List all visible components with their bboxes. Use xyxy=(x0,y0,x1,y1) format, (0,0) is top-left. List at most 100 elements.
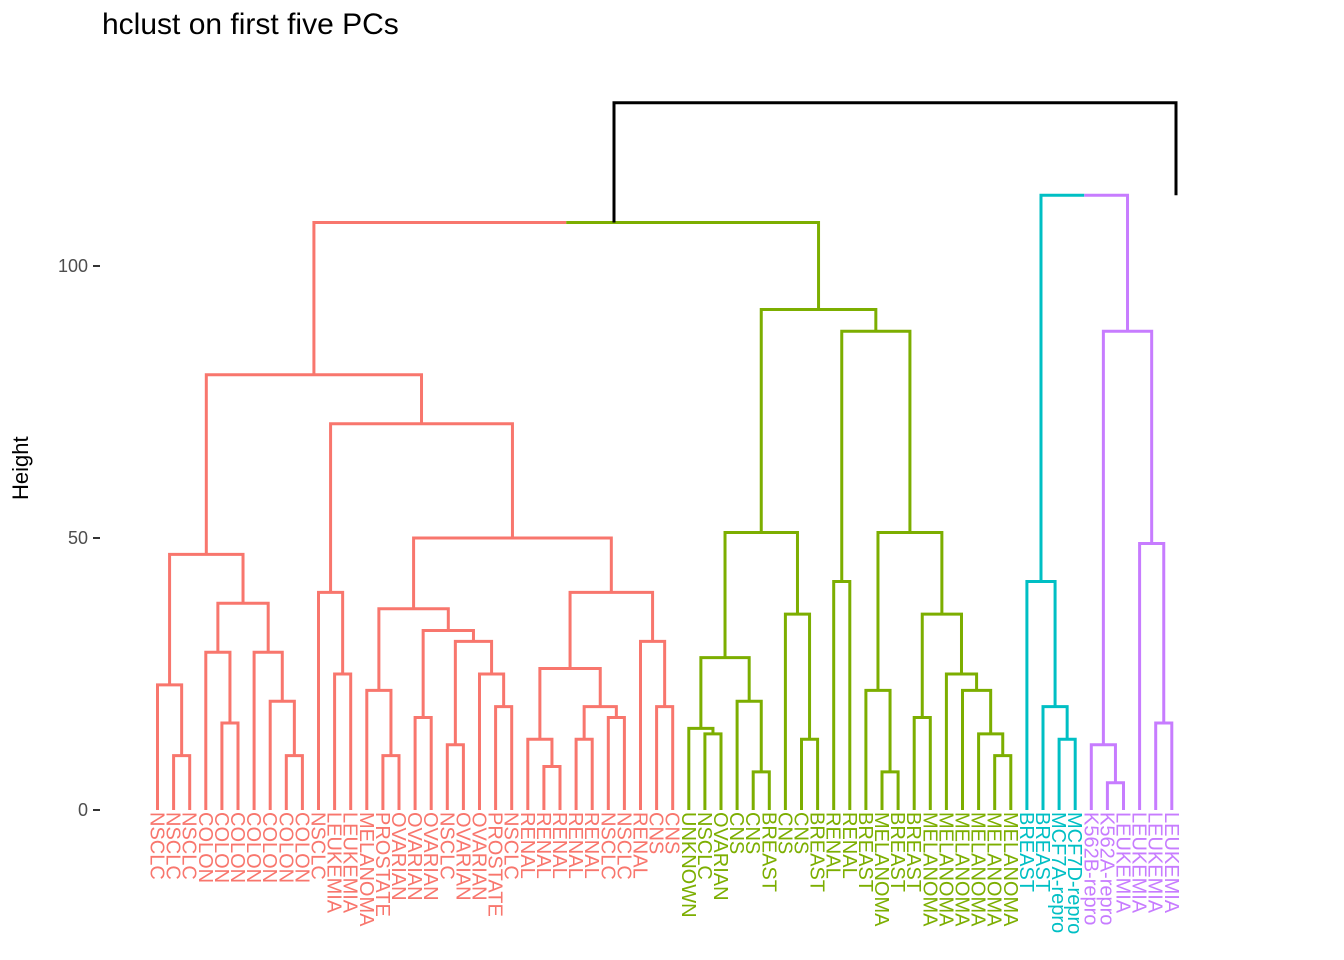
dendrogram-branch xyxy=(204,373,424,555)
y-tick-label: 100 xyxy=(58,256,88,276)
leaf-label: RENAL xyxy=(822,812,844,879)
dendrogram-branch xyxy=(494,705,514,810)
leaf-label: RENAL xyxy=(564,812,586,879)
leaf-label: COLON xyxy=(194,812,216,883)
leaf-label: BREAST xyxy=(902,812,924,892)
dendrogram-branch xyxy=(880,770,900,810)
leaf-label: PROSTATE xyxy=(371,812,393,917)
dendrogram-branch xyxy=(329,422,514,593)
leaf-label: NSCLC xyxy=(500,812,522,880)
dendrogram-branch xyxy=(606,716,626,810)
leaf-label: RENAL xyxy=(629,812,651,879)
leaf-label: OVARIAN xyxy=(468,812,490,901)
leaf-label: NSCLC xyxy=(162,812,184,880)
leaf-label: COLON xyxy=(226,812,248,883)
dendrogram-branch xyxy=(538,667,602,740)
leaf-label: MELANOMA xyxy=(870,812,892,927)
leaf-label: BREAST xyxy=(854,812,876,892)
leaf-label: RENAL xyxy=(548,812,570,879)
leaf-label: NSCLC xyxy=(612,812,634,880)
dendrogram-branch xyxy=(1039,193,1085,582)
dendrogram-branch xyxy=(977,732,1005,810)
dendrogram-branch xyxy=(1089,743,1117,810)
chart-title: hclust on first five PCs xyxy=(102,8,399,41)
dendrogram-branch xyxy=(735,699,763,810)
leaf-label: BREAST xyxy=(1031,812,1053,892)
dendrogram-branch xyxy=(156,683,184,810)
dendrogram-branch xyxy=(864,688,892,810)
dendrogram-branch xyxy=(582,705,618,740)
y-tick-label: 0 xyxy=(78,800,88,820)
dendrogram-branch xyxy=(1154,721,1174,810)
leaf-label: MELANOMA xyxy=(951,812,973,927)
dendrogram-branch xyxy=(800,737,820,810)
leaf-label: MELANOMA xyxy=(999,812,1021,927)
dendrogram-branch xyxy=(961,688,993,810)
dendrogram-branch xyxy=(333,672,353,810)
dendrogram-branch xyxy=(526,737,554,810)
leaf-label: RENAL xyxy=(838,812,860,879)
dendrogram-branch xyxy=(445,743,465,810)
leaf-label: OVARIAN xyxy=(709,812,731,901)
leaf-label: UNKNOWN xyxy=(677,812,699,918)
leaf-label: NSCLC xyxy=(146,812,168,880)
leaf-label: BREAST xyxy=(806,812,828,892)
leaf-label: COLON xyxy=(242,812,264,883)
leaf-label: CNS xyxy=(741,812,763,854)
dendrogram-branch xyxy=(993,754,1013,810)
leaf-label: LEUKEMIA xyxy=(1160,812,1182,914)
leaf-label: OVARIAN xyxy=(451,812,473,901)
leaf-label: LEUKEMIA xyxy=(323,812,345,914)
dendrogram-branch xyxy=(639,639,667,810)
leaf-label: NSCLC xyxy=(693,812,715,880)
dendrogram-branch xyxy=(703,732,723,810)
leaf-label: RENAL xyxy=(532,812,554,879)
dendrogram-branch xyxy=(699,656,751,729)
leaf-labels: NSCLCNSCLCNSCLCCOLONCOLONCOLONCOLONCOLON… xyxy=(146,812,1182,934)
leaf-label: NSCLC xyxy=(596,812,618,880)
leaf-label: MELANOMA xyxy=(934,812,956,927)
leaf-label: MCF7A-repro xyxy=(1047,812,1069,933)
leaf-label: OVARIAN xyxy=(403,812,425,901)
dendrogram-branch xyxy=(317,590,345,810)
leaf-label: BREAST xyxy=(757,812,779,892)
dendrogram-branch xyxy=(453,639,494,745)
dendrogram-branch xyxy=(687,726,715,810)
leaf-label: PROSTATE xyxy=(484,812,506,917)
dendrogram-branch xyxy=(381,754,401,810)
dendrogram-branch xyxy=(920,612,963,718)
leaf-label: LEUKEMIA xyxy=(1144,812,1166,914)
leaf-label: LEUKEMIA xyxy=(1128,812,1150,914)
dendrogram-branch xyxy=(751,770,771,810)
leaf-label: NSCLC xyxy=(307,812,329,880)
dendrogram-branch xyxy=(1105,781,1125,810)
dendrogram-branch xyxy=(412,536,613,609)
leaf-label: K562A-repro xyxy=(1095,812,1117,925)
dendrogram-branches xyxy=(156,101,1178,810)
leaf-label: COLON xyxy=(210,812,232,883)
leaf-label: MELANOMA xyxy=(983,812,1005,927)
dendrogram-branch xyxy=(204,650,232,810)
dendrogram-branch xyxy=(216,601,270,653)
dendrogram-branch xyxy=(783,612,812,810)
leaf-label: CNS xyxy=(790,812,812,854)
dendrogram-branch xyxy=(840,329,912,582)
leaf-label: CNS xyxy=(725,812,747,854)
leaf-label: CNS xyxy=(773,812,795,854)
leaf-label: COLON xyxy=(290,812,312,883)
dendrogram-root-branch xyxy=(612,101,1178,223)
leaf-label: MELANOMA xyxy=(355,812,377,927)
dendrogram-branch xyxy=(1084,193,1130,332)
leaf-label: BREAST xyxy=(886,812,908,892)
dendrogram-branch xyxy=(655,705,675,810)
dendrogram-branch xyxy=(1041,705,1069,810)
leaf-label: K562B-repro xyxy=(1079,812,1101,925)
dendrogram-branch xyxy=(832,580,852,810)
y-axis: 0 50 100 xyxy=(58,256,100,820)
dendrogram-branch xyxy=(759,308,878,533)
leaf-label: MCF7D-repro xyxy=(1063,812,1085,934)
leaf-label: OVARIAN xyxy=(419,812,441,901)
leaf-label: MELANOMA xyxy=(918,812,940,927)
leaf-label: NSCLC xyxy=(178,812,200,880)
dendrogram-branch xyxy=(421,628,475,718)
